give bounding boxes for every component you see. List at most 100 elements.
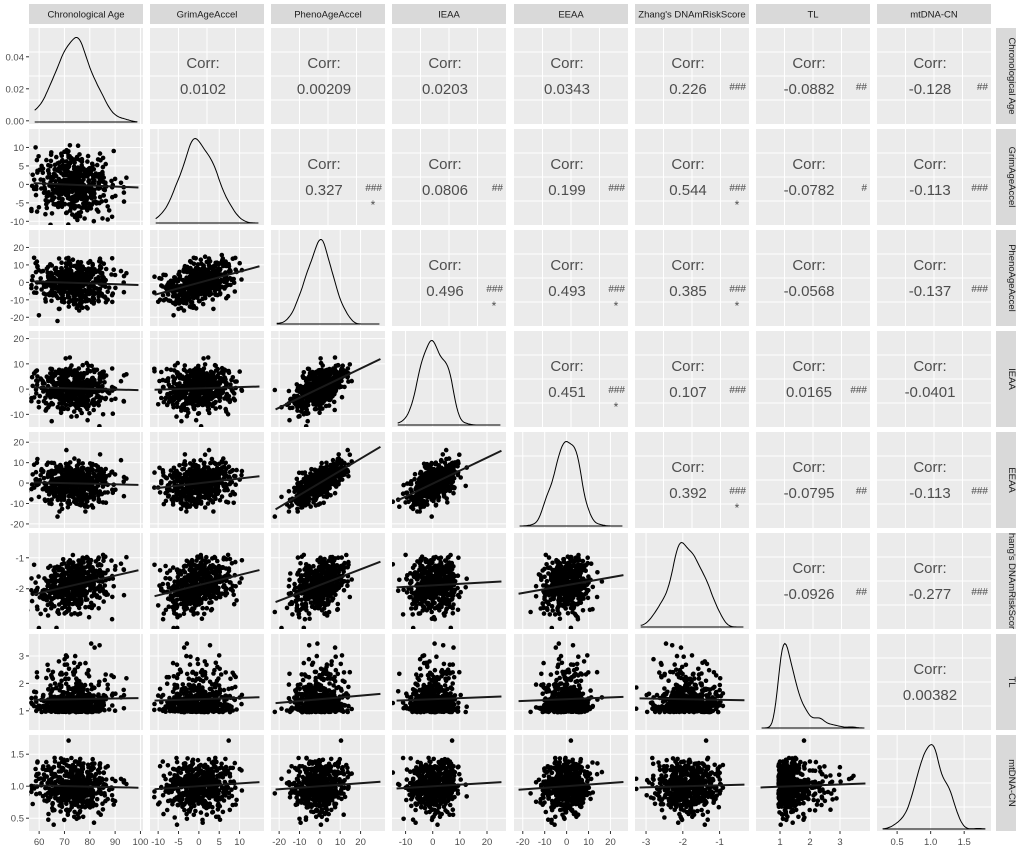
data-point xyxy=(201,263,206,268)
panel-4-2 xyxy=(271,432,385,528)
data-point xyxy=(220,494,225,499)
data-point xyxy=(75,198,80,203)
data-point xyxy=(215,467,220,472)
data-point xyxy=(59,260,64,265)
data-point xyxy=(42,291,47,296)
data-point xyxy=(287,418,292,423)
panel-2-6 xyxy=(756,230,870,326)
data-point xyxy=(90,167,95,172)
data-point xyxy=(47,171,52,176)
data-point xyxy=(96,157,101,162)
data-point xyxy=(228,268,233,273)
data-point xyxy=(94,489,99,494)
data-point xyxy=(345,448,350,453)
data-point xyxy=(101,156,106,161)
data-point xyxy=(159,283,164,288)
data-point xyxy=(41,389,46,394)
data-point xyxy=(60,377,65,382)
data-point xyxy=(199,257,204,262)
data-point xyxy=(50,367,55,372)
data-point xyxy=(30,173,35,178)
panel-0-1 xyxy=(150,28,264,124)
data-point xyxy=(78,393,83,398)
data-point xyxy=(98,399,103,404)
data-point xyxy=(233,482,238,487)
data-point xyxy=(69,264,74,269)
data-point xyxy=(25,489,30,494)
data-point xyxy=(65,210,70,215)
data-point xyxy=(92,219,97,224)
data-point xyxy=(37,495,42,500)
data-point xyxy=(186,269,191,274)
data-point xyxy=(74,271,79,276)
data-point xyxy=(55,161,60,166)
data-point xyxy=(60,405,65,410)
data-point xyxy=(51,402,56,407)
data-point xyxy=(51,195,56,200)
data-point xyxy=(217,473,222,478)
data-point xyxy=(311,397,316,402)
data-point xyxy=(105,204,110,209)
data-point xyxy=(72,377,77,382)
data-point xyxy=(228,493,233,498)
data-point xyxy=(189,468,194,473)
data-point xyxy=(86,470,91,475)
data-point xyxy=(175,498,180,503)
column-strip-label: mtDNA-CN xyxy=(910,10,958,21)
data-point xyxy=(66,193,71,198)
data-point xyxy=(224,264,229,269)
data-point xyxy=(47,492,52,497)
data-point xyxy=(10,196,15,201)
data-point xyxy=(232,474,237,479)
data-point xyxy=(30,472,35,477)
data-point xyxy=(320,401,325,406)
data-point xyxy=(152,369,157,374)
data-point xyxy=(30,274,35,279)
data-point xyxy=(50,211,55,216)
data-point xyxy=(194,373,199,378)
data-point xyxy=(211,509,216,514)
data-point xyxy=(87,486,92,491)
data-point xyxy=(54,155,59,160)
data-point xyxy=(206,401,211,406)
data-point xyxy=(59,498,64,503)
data-point xyxy=(295,382,300,387)
data-point xyxy=(76,143,81,148)
data-point xyxy=(119,458,124,463)
data-point xyxy=(224,500,229,505)
data-point xyxy=(109,398,114,403)
panel-2-2 xyxy=(271,230,385,326)
data-point xyxy=(179,419,184,424)
panel-1-7 xyxy=(877,129,991,225)
data-point xyxy=(87,390,92,395)
data-point xyxy=(122,475,127,480)
data-point xyxy=(63,356,68,361)
data-point xyxy=(233,289,238,294)
data-point xyxy=(229,378,234,383)
data-point xyxy=(182,402,187,407)
data-point xyxy=(225,392,230,397)
data-point xyxy=(59,266,64,271)
data-point xyxy=(297,414,302,419)
data-point xyxy=(317,379,322,384)
data-point xyxy=(329,393,334,398)
column-strip-label: GrimAgeAccel xyxy=(177,10,238,21)
data-point xyxy=(34,391,39,396)
data-point xyxy=(216,283,221,288)
data-point xyxy=(94,173,99,178)
data-point xyxy=(66,394,71,399)
data-point xyxy=(111,149,116,154)
data-point xyxy=(59,401,64,406)
data-point xyxy=(67,300,72,305)
data-point xyxy=(29,497,34,502)
data-point xyxy=(189,396,194,401)
data-point xyxy=(37,405,42,410)
data-point xyxy=(301,374,306,379)
data-point xyxy=(94,201,99,206)
data-point xyxy=(58,463,63,468)
data-point xyxy=(122,373,127,378)
data-point xyxy=(207,448,212,453)
data-point xyxy=(96,464,101,469)
data-point xyxy=(86,154,91,159)
data-point xyxy=(34,184,39,189)
